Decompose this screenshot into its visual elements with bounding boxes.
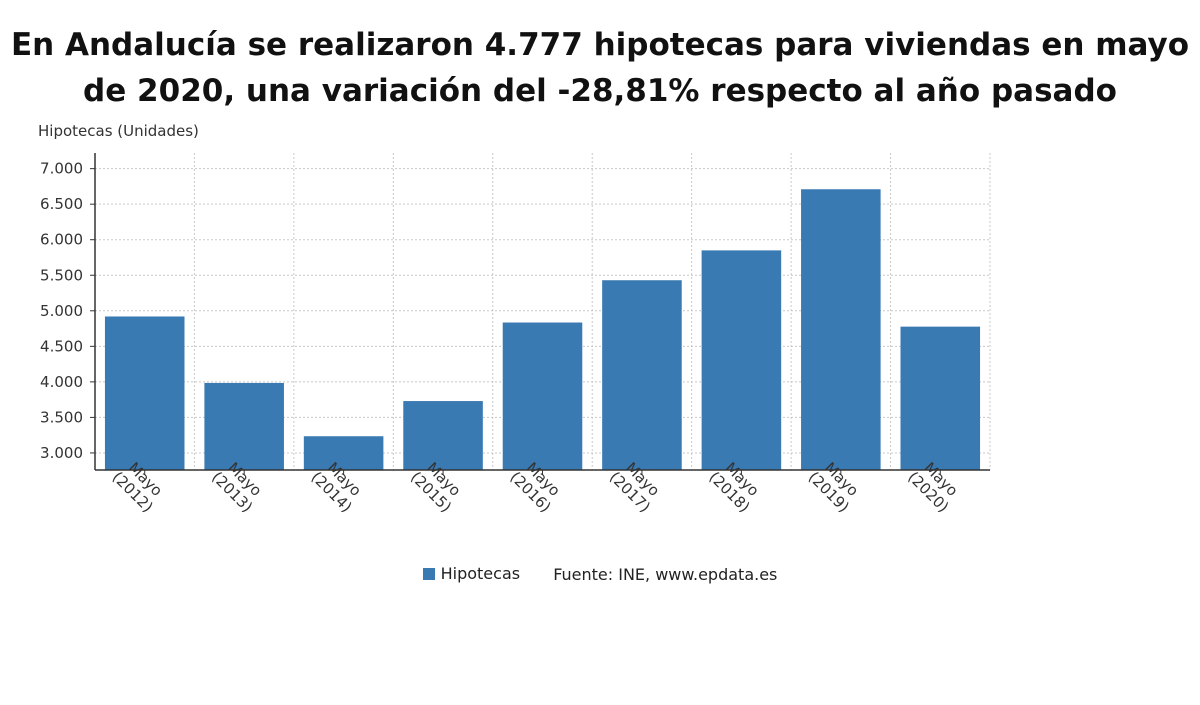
y-axis-title: Hipotecas (Unidades) <box>38 122 199 140</box>
bar[interactable] <box>602 280 682 470</box>
bar[interactable] <box>403 401 483 470</box>
bar[interactable] <box>900 326 981 470</box>
y-tick-label: 7.000 <box>40 160 83 178</box>
y-tick-label: 3.000 <box>40 444 83 462</box>
bar[interactable] <box>502 322 583 470</box>
bar[interactable] <box>701 250 782 470</box>
axes <box>90 153 990 475</box>
y-tick-label: 4.500 <box>40 337 83 355</box>
y-tick-labels: 3.000 3.500 4.000 4.500 5.000 5.500 6.000 6.500… <box>40 160 83 462</box>
x-tick-labels: Mayo(2012) Mayo(2013) Mayo(2014) Mayo(2015)… <box>109 459 962 516</box>
bar[interactable] <box>801 189 881 470</box>
source-note: Fuente: INE, www.epdata.es <box>553 565 777 584</box>
y-tick-label: 5.500 <box>40 266 83 284</box>
y-tick-label: 5.000 <box>40 302 83 320</box>
y-tick-label: 4.000 <box>40 373 83 391</box>
legend-item-hipotecas[interactable]: Hipotecas <box>422 564 521 583</box>
source-label: Fuente: INE, www.epdata.es <box>553 564 778 584</box>
legend: Hipotecas Fuente: INE, www.epdata.es <box>0 564 1200 584</box>
bar[interactable] <box>104 316 185 470</box>
y-tick-label: 6.500 <box>40 195 83 213</box>
bar[interactable] <box>303 436 384 470</box>
bars <box>104 189 981 470</box>
bar[interactable] <box>204 382 284 470</box>
bar-chart: Hipotecas (Unidades) 3.000 3.500 4.000 4.50… <box>38 122 991 516</box>
y-tick-label: 3.500 <box>40 408 83 426</box>
y-tick-label: 6.000 <box>40 231 83 249</box>
chart-title: En Andalucía se realizaron 4.777 hipotec… <box>10 27 1190 109</box>
legend-swatch <box>422 567 435 580</box>
legend-label: Hipotecas <box>440 564 521 583</box>
